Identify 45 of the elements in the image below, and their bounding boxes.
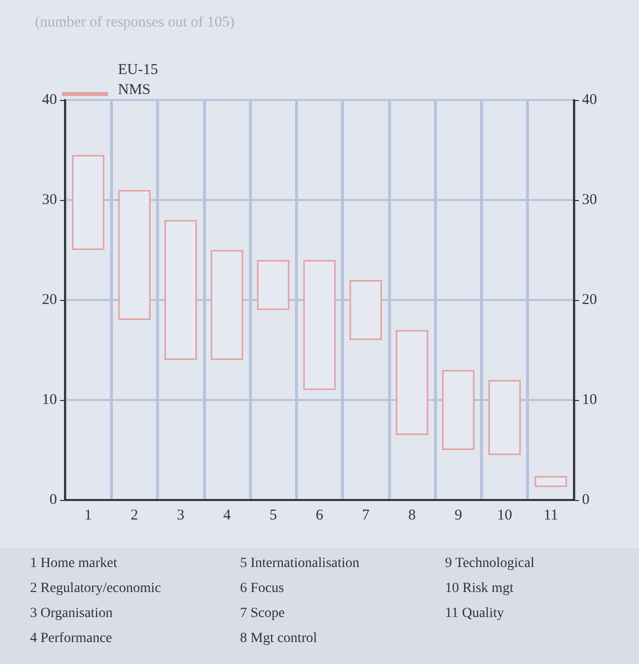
y2-tick-label: 40 [582,92,597,108]
text: 6 Focus [240,581,284,597]
bar [350,280,382,340]
x-tick-label: 3 [176,508,184,524]
bar [72,155,104,250]
y2-tick-label: 10 [582,392,597,408]
text: 10 Risk mgt [445,581,514,597]
y-tick-label: 20 [42,292,57,308]
bar [118,190,151,320]
x-tick-label: 10 [497,508,512,524]
text: 3 Organisation [30,606,113,622]
text: 8 Mgt control [240,631,317,647]
y-tick-label: 30 [42,192,57,208]
y2-tick-label: 30 [582,192,597,208]
bar [534,476,568,487]
y-tick-label: 40 [42,92,57,108]
y-tick-label: 10 [42,392,57,408]
bar [210,250,244,360]
bar [488,380,521,455]
bar [442,370,475,450]
bar [257,260,290,310]
text: 11 Quality [445,606,504,622]
text: EU-15 [118,62,158,79]
x-tick-label: 4 [223,508,232,524]
x-tick-label: 2 [130,508,138,524]
bar [164,220,197,360]
x-tick-label: 9 [454,508,462,524]
x-tick-label: 5 [269,508,277,524]
x-tick-label: 11 [544,508,558,524]
text: NMS [118,82,151,99]
text: 7 Scope [240,606,285,622]
text: 9 Technological [445,556,534,572]
text: 1 Home market [30,556,118,572]
y2-tick-label: 0 [582,492,590,508]
bar [303,260,336,390]
x-tick-label: 8 [408,508,416,524]
y2-tick-label: 20 [582,292,597,308]
x-tick-label: 6 [316,508,324,524]
x-tick-label: 7 [362,508,370,524]
text: 5 Internationalisation [240,556,360,572]
x-tick-label: 1 [84,508,92,524]
y-tick-label: 0 [50,492,57,508]
bar [396,330,428,435]
text: 2 Regulatory/economic [30,581,162,597]
text: 4 Performance [30,631,112,647]
